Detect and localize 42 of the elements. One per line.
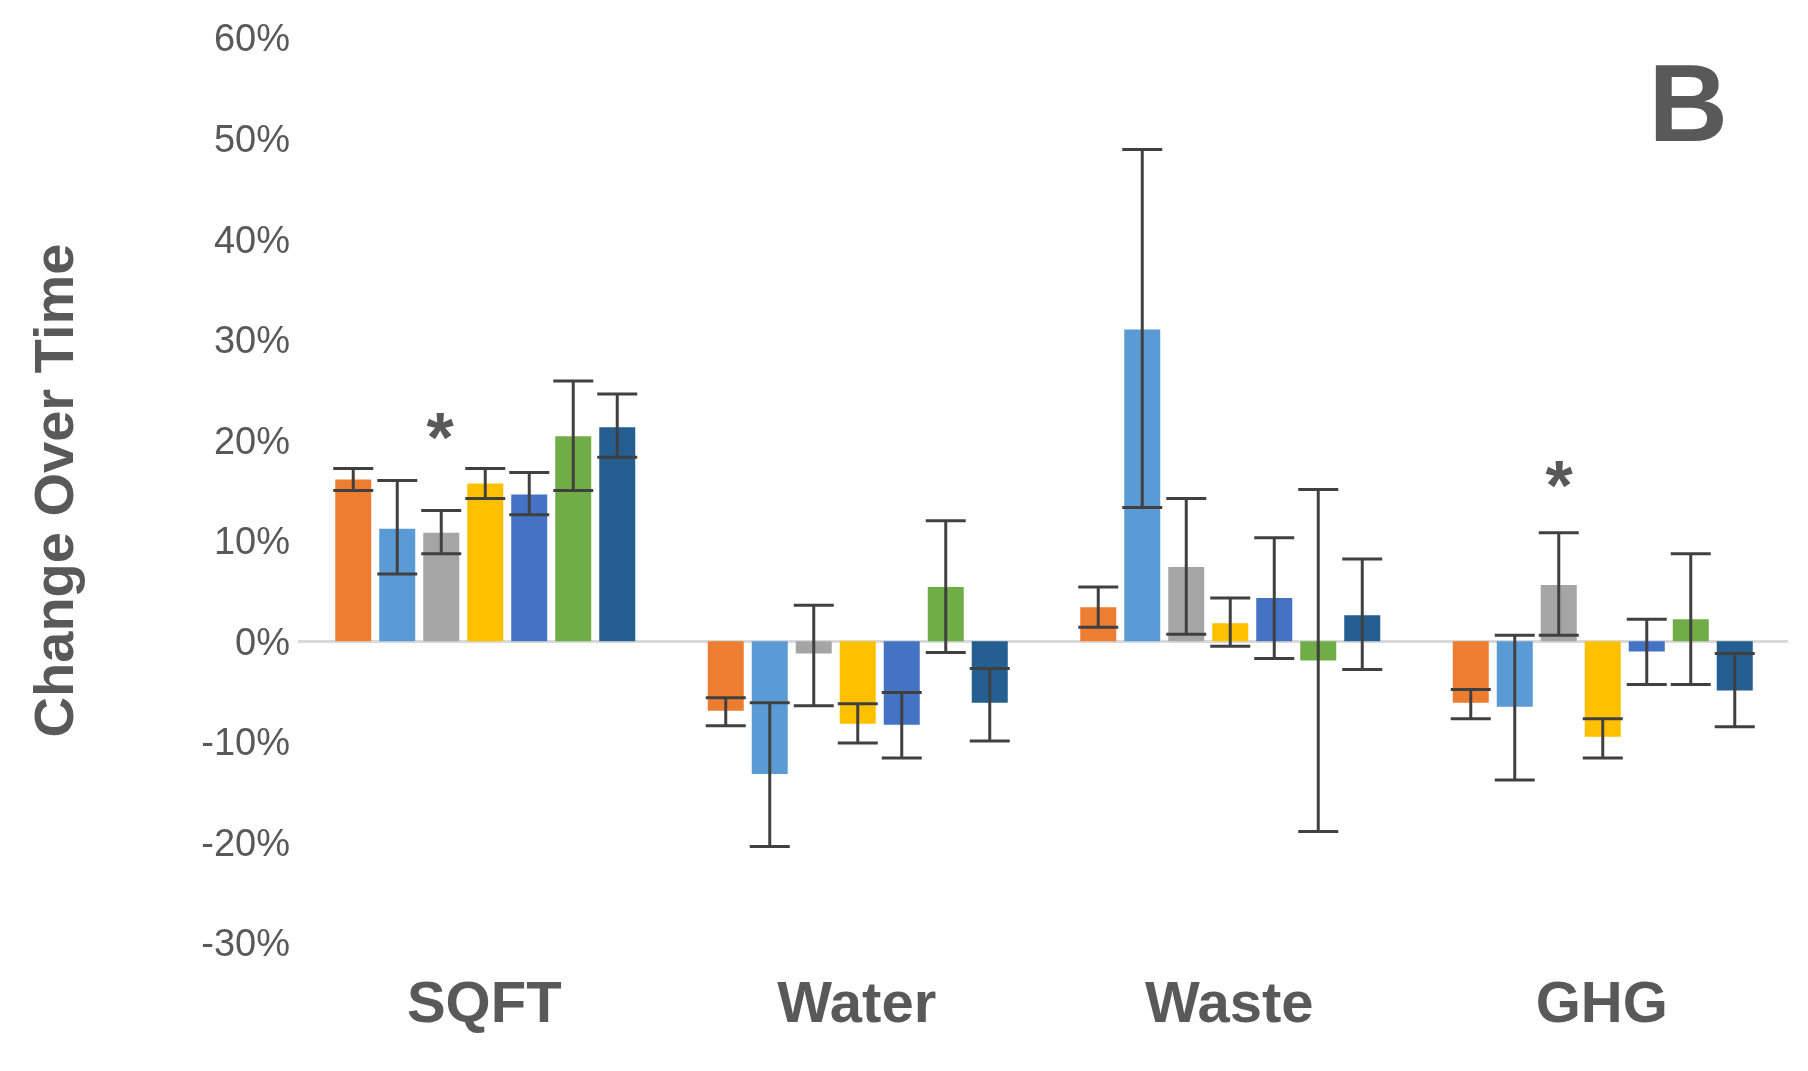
bar: [707, 641, 744, 711]
bar: [555, 436, 592, 642]
y-tick-label: 20%: [213, 419, 290, 462]
bar: [1344, 615, 1381, 642]
bar: [1212, 623, 1249, 642]
bar: [927, 587, 964, 642]
bar: [751, 641, 788, 775]
x-tick-label: Water: [777, 969, 937, 1035]
bar: [599, 427, 636, 642]
annotation: *: [1544, 447, 1574, 525]
bar: [883, 641, 920, 725]
bar: [1628, 641, 1665, 652]
y-axis-title: Change Over Time: [21, 243, 85, 738]
bar: [1672, 619, 1709, 642]
y-tick-label: 50%: [213, 118, 290, 161]
x-tick-label: Waste: [1144, 969, 1314, 1035]
x-tick-label: SQFT: [406, 969, 562, 1035]
bar: [335, 479, 372, 642]
y-tick-label: 40%: [213, 218, 290, 261]
bar: [1124, 329, 1161, 642]
y-tick-label: -30%: [201, 922, 290, 965]
bar: [379, 528, 416, 642]
y-tick-label: 10%: [213, 520, 290, 563]
bar: [1256, 598, 1293, 642]
y-tick-label: 0%: [235, 620, 290, 663]
bar: [971, 641, 1008, 703]
bar: [839, 641, 876, 724]
bar: [795, 641, 832, 654]
x-tick-label: GHG: [1535, 969, 1668, 1035]
y-tick-label: -10%: [201, 721, 290, 764]
bar: [1452, 641, 1489, 703]
y-tick-label: 60%: [213, 17, 290, 60]
bar: [511, 494, 548, 642]
annotation: B: [1648, 41, 1728, 164]
bar: [423, 532, 460, 642]
bar: [1496, 641, 1533, 707]
bar: [467, 483, 504, 642]
bar: [1584, 641, 1621, 737]
y-tick-label: 30%: [213, 319, 290, 362]
annotation: *: [425, 399, 455, 477]
bar: [1300, 641, 1337, 661]
y-tick-label: -20%: [201, 821, 290, 864]
